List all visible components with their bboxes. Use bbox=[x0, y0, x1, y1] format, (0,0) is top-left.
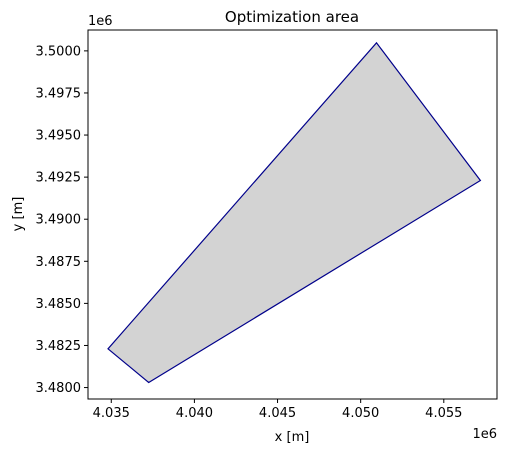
y-tick-label: 3.4800 bbox=[36, 381, 82, 396]
y-tick-label: 3.5000 bbox=[36, 44, 82, 59]
x-axis-ticks: 4.035 4.040 4.045 4.050 4.055 bbox=[93, 399, 462, 421]
y-tick-label: 3.4825 bbox=[36, 339, 82, 354]
y-tick-label: 3.4925 bbox=[36, 171, 82, 186]
plot-area bbox=[107, 41, 482, 384]
x-axis-label: x [m] bbox=[275, 430, 310, 445]
y-axis-label: y [m] bbox=[11, 197, 26, 232]
y-tick-label: 3.4975 bbox=[36, 86, 82, 101]
y-tick-label: 3.4850 bbox=[36, 297, 82, 312]
y-axis-ticks: 3.4800 3.4825 3.4850 3.4875 3.4900 3.4925 3.49… bbox=[36, 44, 88, 396]
y-tick-label: 3.4900 bbox=[36, 213, 82, 228]
x-tick-label: 4.040 bbox=[176, 406, 213, 421]
x-tick-label: 4.045 bbox=[259, 406, 296, 421]
x-axis-offset-label: 1e6 bbox=[472, 427, 497, 442]
y-axis-offset-label: 1e6 bbox=[88, 14, 113, 29]
y-tick-label: 3.4875 bbox=[36, 255, 82, 270]
x-tick-label: 4.050 bbox=[342, 406, 379, 421]
x-tick-label: 4.055 bbox=[425, 406, 462, 421]
axes-frame bbox=[87, 29, 498, 400]
optimization-area-polygon bbox=[107, 41, 482, 384]
chart-title: Optimization area bbox=[225, 8, 359, 26]
x-tick-label: 4.035 bbox=[93, 406, 130, 421]
y-tick-label: 3.4950 bbox=[36, 129, 82, 144]
